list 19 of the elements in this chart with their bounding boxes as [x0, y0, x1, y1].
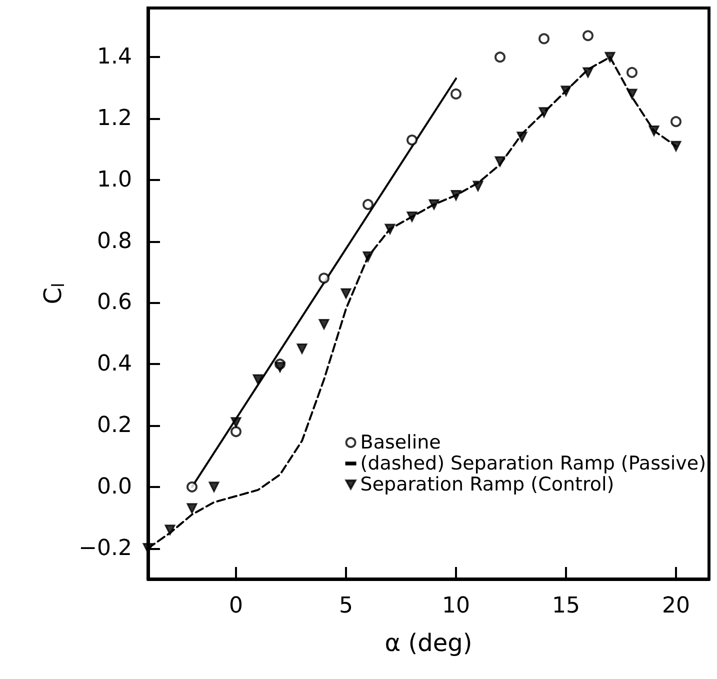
- x-tick-label: 0: [229, 594, 243, 618]
- y-tick-label: −0.2: [78, 536, 132, 561]
- x-tick-label: 15: [552, 594, 580, 618]
- y-tick-label: 1.2: [97, 106, 132, 132]
- x-tick-label: 10: [442, 594, 470, 618]
- y-tick-label: 1.4: [97, 44, 132, 70]
- x-axis-title: α (deg): [384, 629, 472, 657]
- y-tick-label: 0.4: [97, 352, 132, 377]
- y-tick-label: 1.0: [97, 167, 132, 192]
- y-tick-label: 0.2: [97, 413, 132, 438]
- x-tick-label: 20: [662, 594, 690, 618]
- legend-label: Separation Ramp (Control): [360, 474, 614, 496]
- y-tick-label: 0.8: [97, 228, 132, 254]
- y-axis-title: Cl: [39, 282, 70, 304]
- legend-label: (dashed) Separation Ramp (Passive): [360, 452, 706, 474]
- x-tick-label: 5: [339, 594, 353, 618]
- legend-label: Baseline: [360, 432, 441, 454]
- y-tick-label: 0.6: [97, 290, 132, 316]
- y-tick-label: 0.0: [97, 474, 132, 500]
